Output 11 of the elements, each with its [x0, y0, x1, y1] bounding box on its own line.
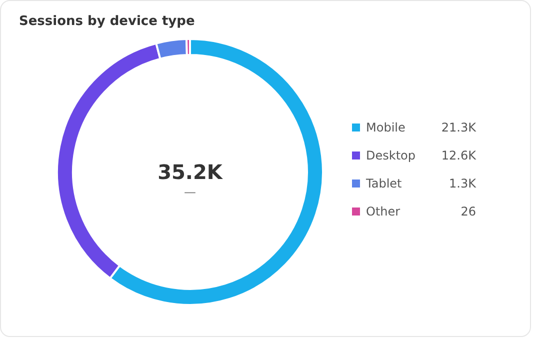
data-label: 12.6K: [441, 148, 478, 162]
legend-label: Desktop: [366, 148, 416, 162]
data-label: 26: [460, 204, 476, 218]
data-label: 1.3K: [449, 176, 478, 190]
legend-label: Mobile: [366, 120, 406, 134]
text: 35.2K: [158, 160, 224, 184]
chart-title: Sessions by device type: [19, 14, 195, 29]
data-label: 21.3K: [441, 120, 478, 134]
text: —: [184, 185, 196, 199]
legend-label: Tablet: [365, 176, 402, 190]
legend-label: Other: [366, 204, 400, 218]
